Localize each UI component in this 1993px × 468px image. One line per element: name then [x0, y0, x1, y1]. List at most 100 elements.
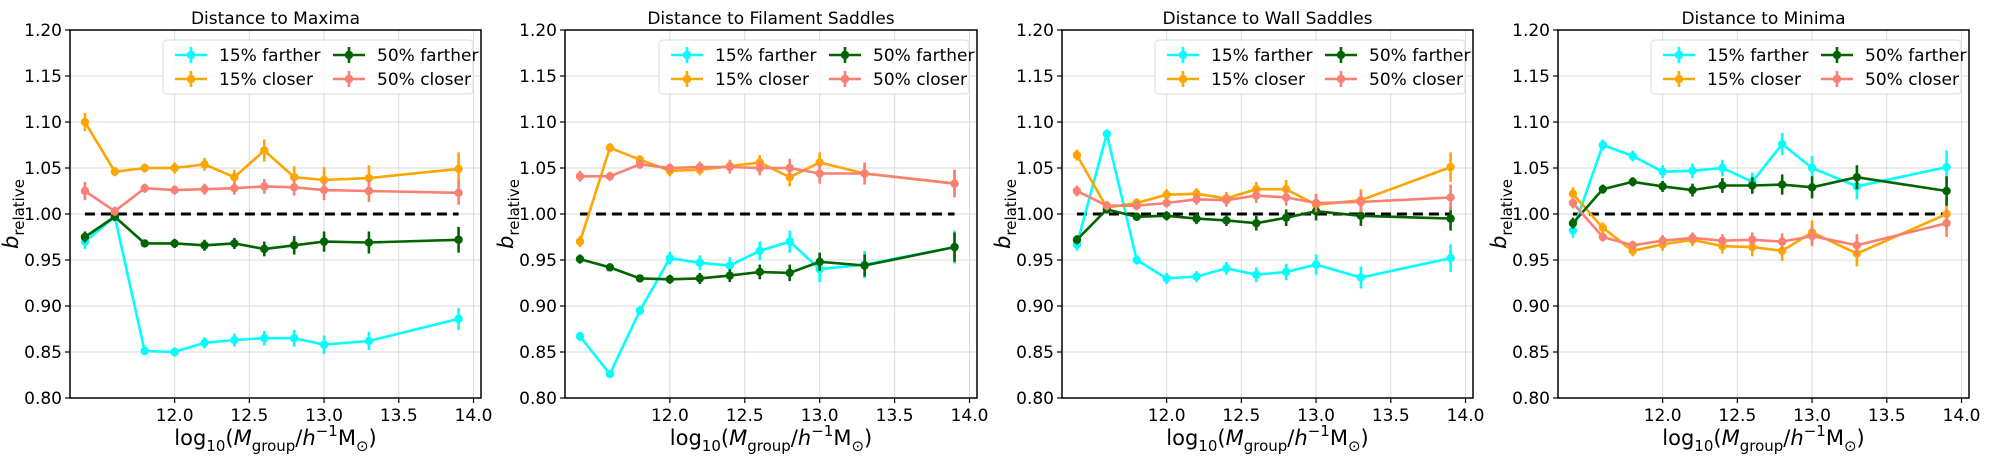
data-point	[1072, 186, 1082, 196]
x-label-m: M	[1722, 426, 1740, 450]
data-point	[1598, 184, 1608, 194]
data-point	[1658, 182, 1667, 191]
data-point	[860, 169, 869, 178]
legend: 15% farther 50% farther 15% closer 50% clos…	[658, 39, 974, 95]
x-tick-label: 12.0	[1644, 406, 1682, 426]
series-50-closer	[575, 158, 959, 198]
x-label-open: (	[1217, 426, 1225, 450]
data-point	[230, 184, 239, 193]
data-point	[1942, 162, 1951, 172]
y-label-main: b	[0, 236, 23, 249]
data-point	[1252, 270, 1261, 279]
data-point	[695, 162, 705, 172]
data-point	[575, 172, 585, 181]
data-point	[1777, 237, 1787, 246]
data-point	[815, 158, 824, 167]
x-label-slash: /	[295, 426, 303, 450]
data-point	[665, 163, 675, 173]
series-line	[580, 162, 955, 185]
legend-item: 50% closer	[333, 70, 471, 90]
legend-label: 50% farther	[1369, 46, 1470, 66]
chart-panel-4: 0.80 0.85 0.90 0.95 1.00 1.05 1.10 1.15 1.20 12.0…	[1487, 9, 1980, 455]
data-point	[785, 237, 794, 246]
legend-swatch-marker	[682, 50, 692, 60]
legend-item: 50% closer	[1821, 70, 1959, 90]
data-point	[110, 167, 120, 176]
data-point	[755, 267, 764, 277]
data-point	[170, 239, 179, 248]
legend-label: 50% closer	[873, 70, 967, 90]
chart-title: Distance to Maxima	[191, 9, 360, 29]
data-point	[1658, 236, 1667, 245]
data-point	[1568, 198, 1578, 208]
y-label-main: b	[494, 236, 518, 249]
y-tick-label: 1.00	[24, 205, 62, 225]
x-tick-label: 12.5	[1222, 406, 1260, 426]
legend-swatch-marker	[840, 50, 850, 60]
x-label-m: M	[729, 426, 747, 450]
data-point	[140, 163, 149, 173]
x-label-log: log	[1166, 426, 1198, 450]
y-tick-label: 1.15	[519, 67, 557, 87]
data-point	[815, 257, 824, 267]
legend-label: 15% farther	[1211, 46, 1312, 66]
x-tick-label: 14.0	[455, 406, 493, 426]
legend: 15% farther 50% farther 15% closer 50% clos…	[1154, 39, 1470, 95]
y-tick-label: 0.85	[1016, 343, 1054, 363]
data-point	[1072, 150, 1082, 160]
x-axis-label: log10(Mgroup/h−1M⊙)	[174, 422, 376, 455]
chart-title: Distance to Filament Saddles	[647, 9, 894, 29]
x-label-close: )	[369, 426, 377, 450]
data-point	[1252, 191, 1261, 200]
data-point	[319, 237, 329, 246]
legend-label: 15% closer	[1211, 70, 1305, 90]
series-50-closer	[1568, 197, 1951, 257]
data-point	[1356, 273, 1366, 282]
data-point	[1132, 201, 1141, 210]
x-tick-label: 13.0	[1793, 406, 1831, 426]
legend-swatch-marker	[1178, 50, 1188, 60]
data-point	[725, 162, 734, 172]
data-point	[260, 146, 269, 155]
series-line	[578, 146, 955, 242]
data-point	[575, 237, 585, 246]
x-tick-label: 14.0	[951, 406, 989, 426]
data-point	[140, 239, 149, 248]
data-point	[1192, 195, 1201, 204]
data-point	[1446, 253, 1455, 263]
series-15-closer	[80, 112, 463, 193]
data-point	[815, 169, 824, 178]
legend-swatch-marker	[1336, 50, 1346, 60]
legend-label: 15% farther	[715, 46, 816, 66]
x-tick-label: 14.0	[1447, 406, 1485, 426]
chart-title: Distance to Wall Saddles	[1162, 9, 1372, 29]
legend-swatch-marker	[1832, 74, 1842, 84]
y-tick-label: 0.90	[519, 297, 557, 317]
data-point	[140, 346, 149, 356]
data-point	[170, 163, 179, 173]
y-tick-label: 1.10	[1512, 113, 1550, 133]
data-point	[80, 232, 90, 242]
y-axis-label: brelative	[1487, 179, 1516, 249]
data-point	[1192, 214, 1201, 223]
chart-panel-1: 0.80 0.85 0.90 0.95 1.00 1.05 1.10 1.15 1.20 12.0…	[0, 9, 492, 455]
data-point	[230, 335, 239, 345]
x-tick-label: 13.5	[876, 406, 914, 426]
x-label-log: log	[174, 426, 206, 450]
data-point	[454, 235, 463, 244]
legend-label: 50% closer	[1369, 70, 1463, 90]
legend-box	[162, 39, 474, 95]
data-point	[1942, 186, 1951, 196]
data-point	[1777, 246, 1787, 255]
data-point	[454, 314, 463, 324]
series-50-farther	[80, 212, 463, 257]
x-label-log: log	[670, 426, 702, 450]
y-tick-label: 0.80	[1016, 389, 1054, 409]
data-point	[605, 143, 615, 152]
y-tick-label: 1.05	[1016, 159, 1054, 179]
x-tick-label: 13.0	[305, 406, 343, 426]
data-point	[289, 241, 299, 250]
legend-item: 15% farther	[175, 46, 320, 66]
data-point	[1356, 197, 1366, 207]
